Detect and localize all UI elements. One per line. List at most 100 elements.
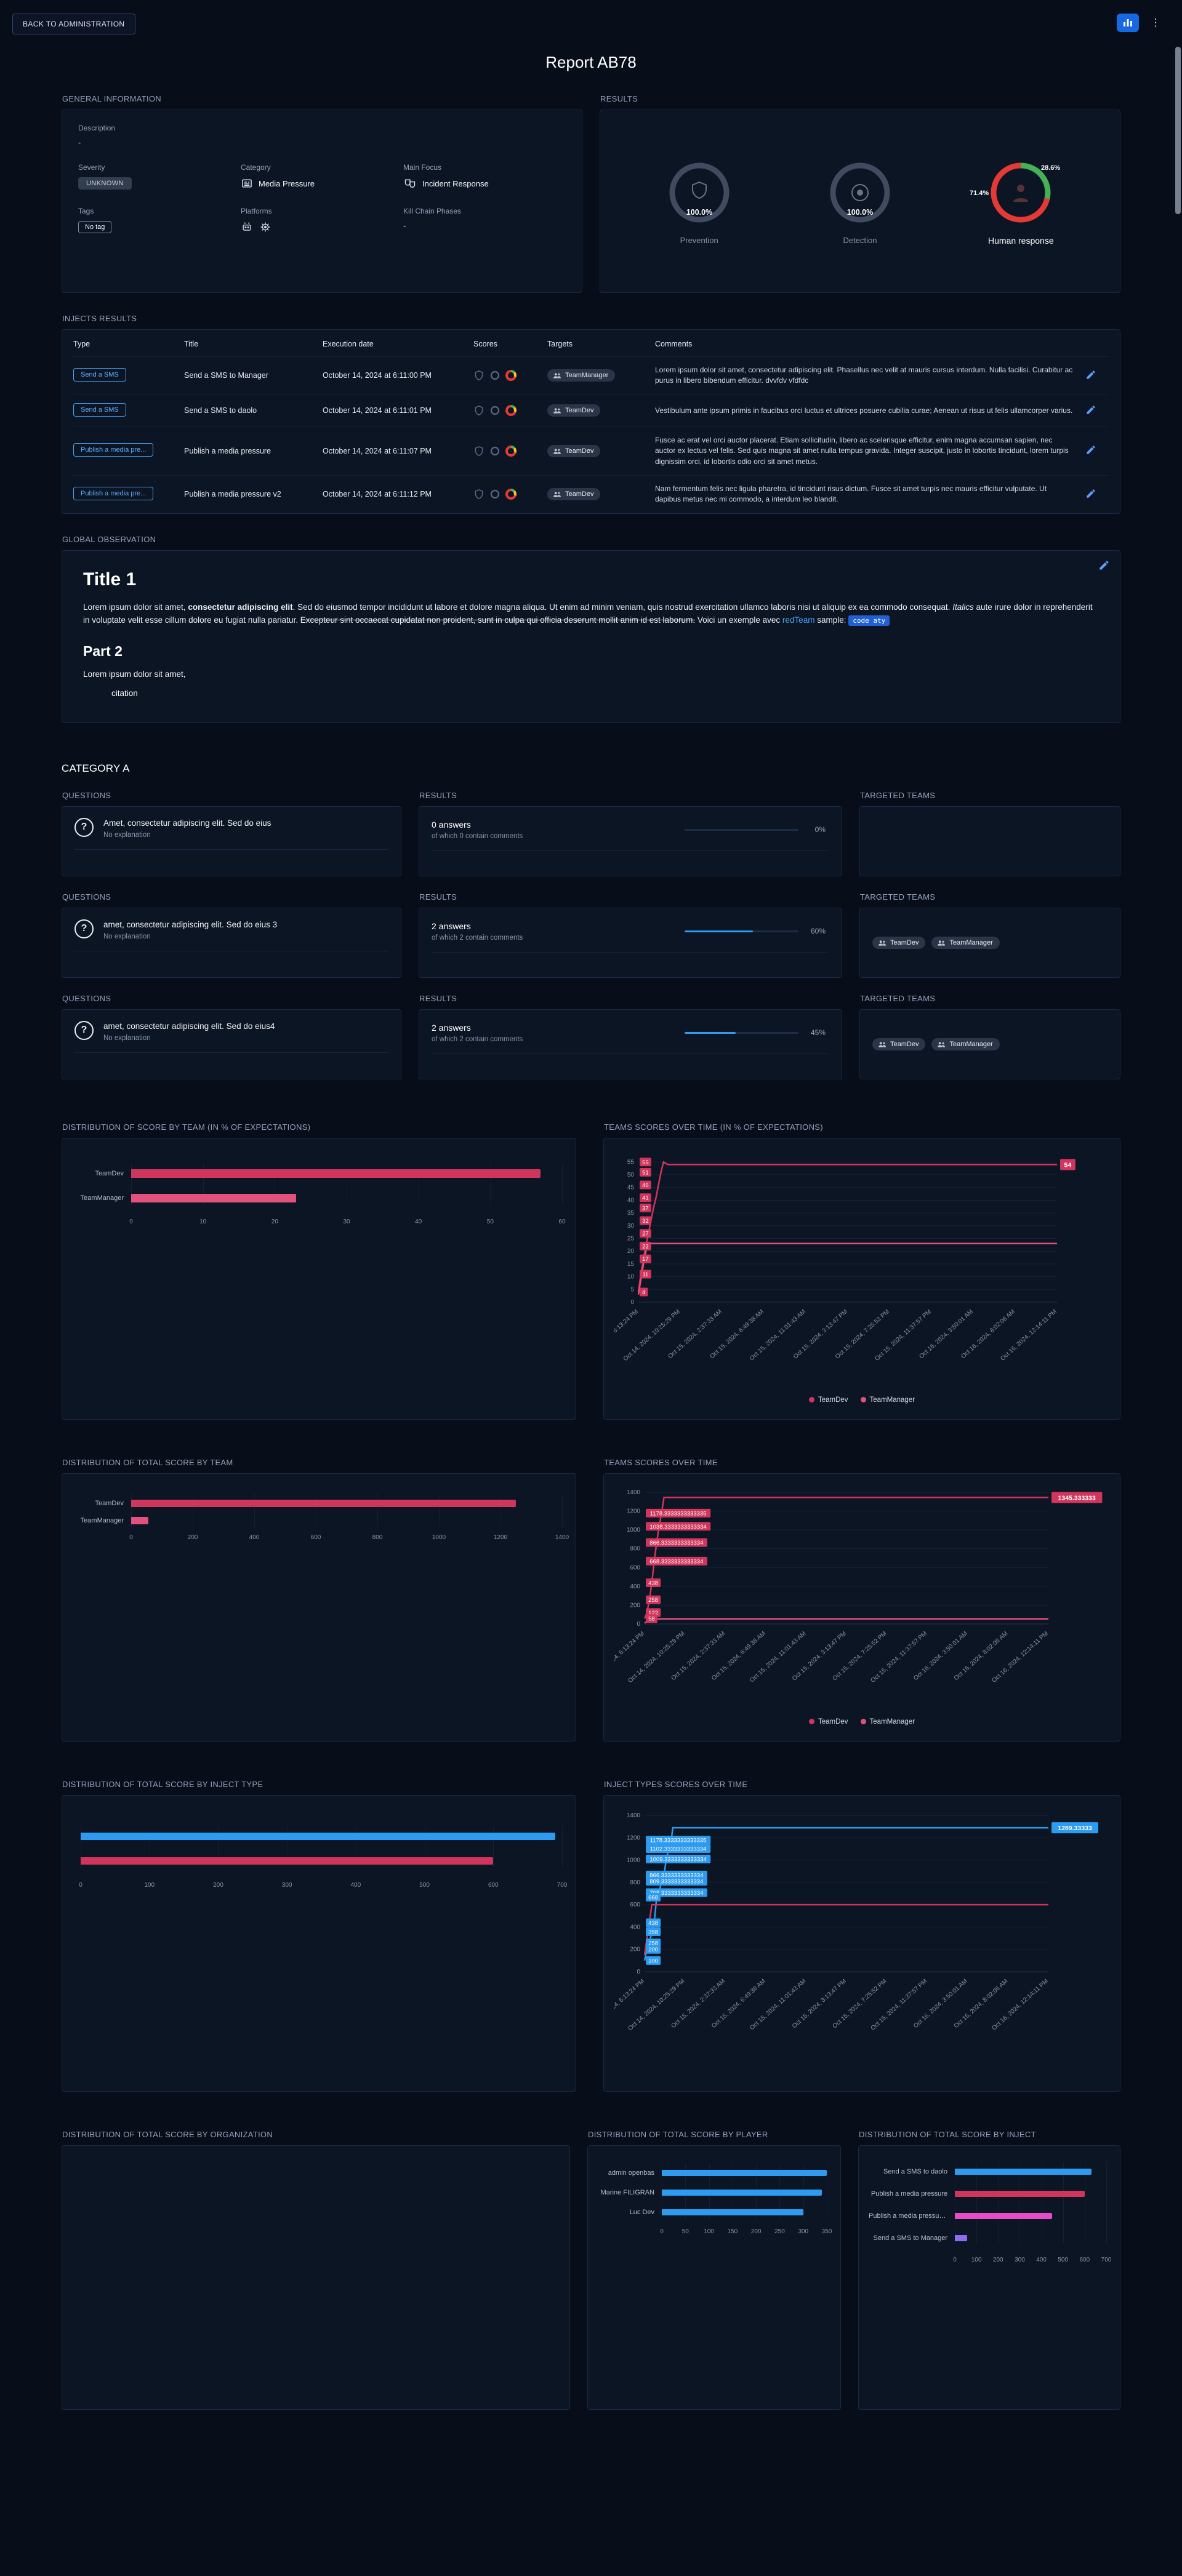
legend-item[interactable]: TeamManager: [860, 1396, 915, 1404]
axis-tick-label: 100: [704, 2228, 714, 2235]
inject-row[interactable]: Send a SMS Send a SMS to daolo October 1…: [73, 394, 1109, 426]
total-score-by-team-chart: TeamDev TeamManager 0 200 400 600 800 1000 1200 1…: [62, 1473, 576, 1742]
target-team-chip[interactable]: TeamDev: [547, 404, 601, 417]
point-label: [646, 1595, 661, 1604]
observation-text-segment: Excepteur sint occaecat cupidatat non pr…: [300, 615, 696, 625]
edit-comment-button[interactable]: [1084, 443, 1098, 458]
question-text: Amet, consectetur adipiscing elit. Sed d…: [103, 818, 271, 828]
pencil-icon: [1087, 446, 1095, 455]
svg-text:438: 438: [648, 1920, 658, 1927]
bar[interactable]: [662, 2209, 803, 2215]
inject-row[interactable]: Publish a media pre... Publish a media p…: [73, 474, 1109, 513]
bar[interactable]: [131, 1193, 297, 1202]
section-label-results: RESULTS: [419, 993, 457, 1003]
axis-tick-label: 100: [971, 2256, 982, 2263]
bar[interactable]: [131, 1499, 516, 1507]
team-chip[interactable]: TeamManager: [931, 1038, 1000, 1050]
target-team-chip[interactable]: TeamDev: [547, 488, 601, 501]
human-response-score-icon: [505, 370, 517, 382]
total-score-by-organization-chart: [62, 2145, 570, 2410]
legend-item[interactable]: TeamDev: [808, 1396, 848, 1404]
gear-platform-icon: [260, 222, 270, 232]
legend-item[interactable]: TeamDev: [808, 1718, 848, 1726]
team-chip-label: TeamManager: [949, 1040, 993, 1048]
inject-comment: Vestibulum ante ipsum primis in faucibus…: [655, 406, 1073, 415]
insights-button[interactable]: [1117, 14, 1139, 32]
target-team-chip[interactable]: TeamDev: [547, 444, 601, 457]
section-label-general-information: GENERAL INFORMATION: [62, 94, 161, 103]
point-label: [640, 1193, 651, 1202]
series-line[interactable]: [644, 1617, 1048, 1623]
more-options-button[interactable]: ⋮: [1148, 14, 1164, 32]
axis-tick-label: 150: [727, 2228, 738, 2235]
edit-comment-button[interactable]: [1084, 487, 1098, 502]
answers-percentage: 45%: [810, 1028, 826, 1038]
team-chip[interactable]: TeamDev: [872, 936, 926, 949]
bar[interactable]: [955, 2234, 967, 2241]
target-team-chip[interactable]: TeamManager: [547, 369, 616, 382]
answers-comments: of which 2 contain comments: [432, 1035, 523, 1043]
answers-progress-track: [685, 828, 798, 831]
edit-comment-button[interactable]: [1084, 403, 1098, 418]
chart-legend: TeamDev TeamManager: [614, 1718, 1110, 1726]
series-line[interactable]: [637, 1160, 1057, 1292]
point-label: [640, 1157, 651, 1166]
injects-results-table: Type Title Execution date Scores Targets…: [62, 329, 1120, 514]
edit-observation-button[interactable]: [1097, 558, 1111, 574]
team-chip[interactable]: TeamDev: [872, 1038, 926, 1050]
bar[interactable]: [955, 2168, 1092, 2175]
edit-comment-button[interactable]: [1084, 368, 1098, 383]
legend-label: TeamDev: [818, 1396, 848, 1404]
category-row: QUESTIONS ? Amet, consectetur adipiscing…: [62, 791, 1120, 876]
legend-dot-icon: [808, 1397, 814, 1403]
bar[interactable]: [131, 1169, 541, 1178]
bar-category-label: Publish a media pressure: [870, 2190, 947, 2198]
human-response-score-icon: [505, 489, 517, 500]
bar[interactable]: [955, 2190, 1085, 2197]
series-line[interactable]: [643, 1903, 1048, 1955]
inject-row[interactable]: Send a SMS Send a SMS to Manager October…: [73, 356, 1109, 394]
legend-dot-icon: [808, 1719, 814, 1725]
robot-platform-icon: [243, 222, 251, 231]
total_by_player-bars: admin openbas Marine FILIGRAN Luc Dev 0 50 10…: [598, 2156, 832, 2238]
column-header-targets: Targets: [547, 340, 573, 348]
bar[interactable]: [81, 1857, 494, 1865]
observation-text-segment: sample:: [814, 615, 849, 625]
chart-title-score-by-team: DISTRIBUTION OF SCORE BY TEAM (IN % OF E…: [62, 1122, 311, 1132]
series-line[interactable]: [637, 1242, 1057, 1295]
inject-execution-date: October 14, 2024 at 6:11:07 PM: [323, 446, 432, 455]
axis-tick-label: 200: [187, 1534, 198, 1541]
svg-text:1000: 1000: [627, 1857, 641, 1863]
bar-category-label: TeamDev: [95, 1499, 124, 1507]
bar[interactable]: [81, 1832, 555, 1840]
inject-scores: [473, 405, 541, 417]
svg-text:1400: 1400: [627, 1812, 641, 1819]
observation-title-1: Title 1: [83, 569, 137, 590]
legend-item[interactable]: TeamManager: [860, 1718, 915, 1726]
point-label: [646, 1945, 661, 1954]
observation-link[interactable]: redTeam: [782, 615, 815, 625]
bar[interactable]: [662, 2169, 827, 2176]
axis-tick-label: 400: [1036, 2256, 1047, 2263]
answers-comments: of which 2 contain comments: [432, 934, 523, 942]
inject-execution-date: October 14, 2024 at 6:11:12 PM: [323, 490, 432, 499]
section-label-results: RESULTS: [600, 94, 638, 103]
section-label-global-observation: GLOBAL OBSERVATION: [62, 534, 156, 544]
svg-text:800: 800: [630, 1879, 640, 1886]
scrollbar-thumb[interactable]: [1175, 47, 1181, 214]
section-label-targeted-teams: TARGETED TEAMS: [860, 790, 936, 800]
point-label: [646, 1521, 711, 1530]
detection-score-icon: [490, 371, 500, 380]
bar[interactable]: [955, 2212, 1053, 2219]
svg-text:358: 358: [648, 1929, 658, 1935]
gauge-human-response: 28.6% 71.4% Human response: [968, 158, 1073, 246]
observation-text-segment: . Sed do eiusmod tempor incididunt ut la…: [292, 602, 953, 612]
back-to-administration-button[interactable]: BACK TO ADMINISTRATION: [12, 14, 135, 34]
question-explanation: No explanation: [103, 1034, 151, 1042]
team-chip[interactable]: TeamManager: [931, 936, 1000, 949]
targeted-teams-panel: TeamDev TeamManager: [859, 907, 1120, 978]
answers-comments: of which 0 contain comments: [432, 832, 523, 840]
bar[interactable]: [131, 1516, 148, 1524]
inject-row[interactable]: Publish a media pre... Publish a media p…: [73, 426, 1109, 475]
bar[interactable]: [662, 2189, 822, 2196]
